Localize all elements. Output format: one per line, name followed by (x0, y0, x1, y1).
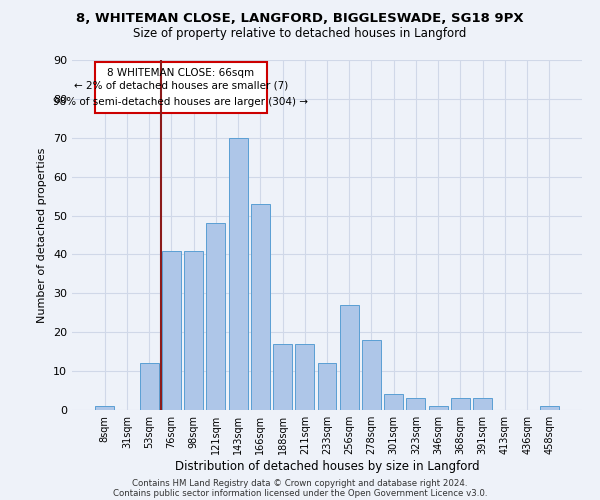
Bar (473, 398, 492, 410)
X-axis label: Distribution of detached houses by size in Langford: Distribution of detached houses by size … (175, 460, 479, 473)
Bar (206, 224, 225, 410)
Text: 98% of semi-detached houses are larger (304) →: 98% of semi-detached houses are larger (… (53, 96, 308, 106)
Text: Contains HM Land Registry data © Crown copyright and database right 2024.: Contains HM Land Registry data © Crown c… (132, 478, 468, 488)
Bar (362, 340, 381, 410)
Bar (273, 344, 292, 410)
Bar (162, 250, 181, 410)
FancyBboxPatch shape (95, 62, 267, 112)
Bar (540, 406, 559, 410)
Text: Size of property relative to detached houses in Langford: Size of property relative to detached ho… (133, 28, 467, 40)
Bar (406, 398, 425, 410)
Bar (317, 364, 337, 410)
Bar (140, 364, 158, 410)
Bar (184, 250, 203, 410)
Bar (295, 344, 314, 410)
Bar (384, 394, 403, 410)
Text: 8, WHITEMAN CLOSE, LANGFORD, BIGGLESWADE, SG18 9PX: 8, WHITEMAN CLOSE, LANGFORD, BIGGLESWADE… (76, 12, 524, 26)
Text: Contains public sector information licensed under the Open Government Licence v3: Contains public sector information licen… (113, 488, 487, 498)
Text: 8 WHITEMAN CLOSE: 66sqm: 8 WHITEMAN CLOSE: 66sqm (107, 68, 254, 78)
Bar (95, 406, 114, 410)
Bar (429, 406, 448, 410)
Bar (229, 138, 248, 410)
Bar (251, 204, 270, 410)
Bar (340, 305, 359, 410)
Bar (451, 398, 470, 410)
Y-axis label: Number of detached properties: Number of detached properties (37, 148, 47, 322)
Text: ← 2% of detached houses are smaller (7): ← 2% of detached houses are smaller (7) (74, 80, 288, 90)
